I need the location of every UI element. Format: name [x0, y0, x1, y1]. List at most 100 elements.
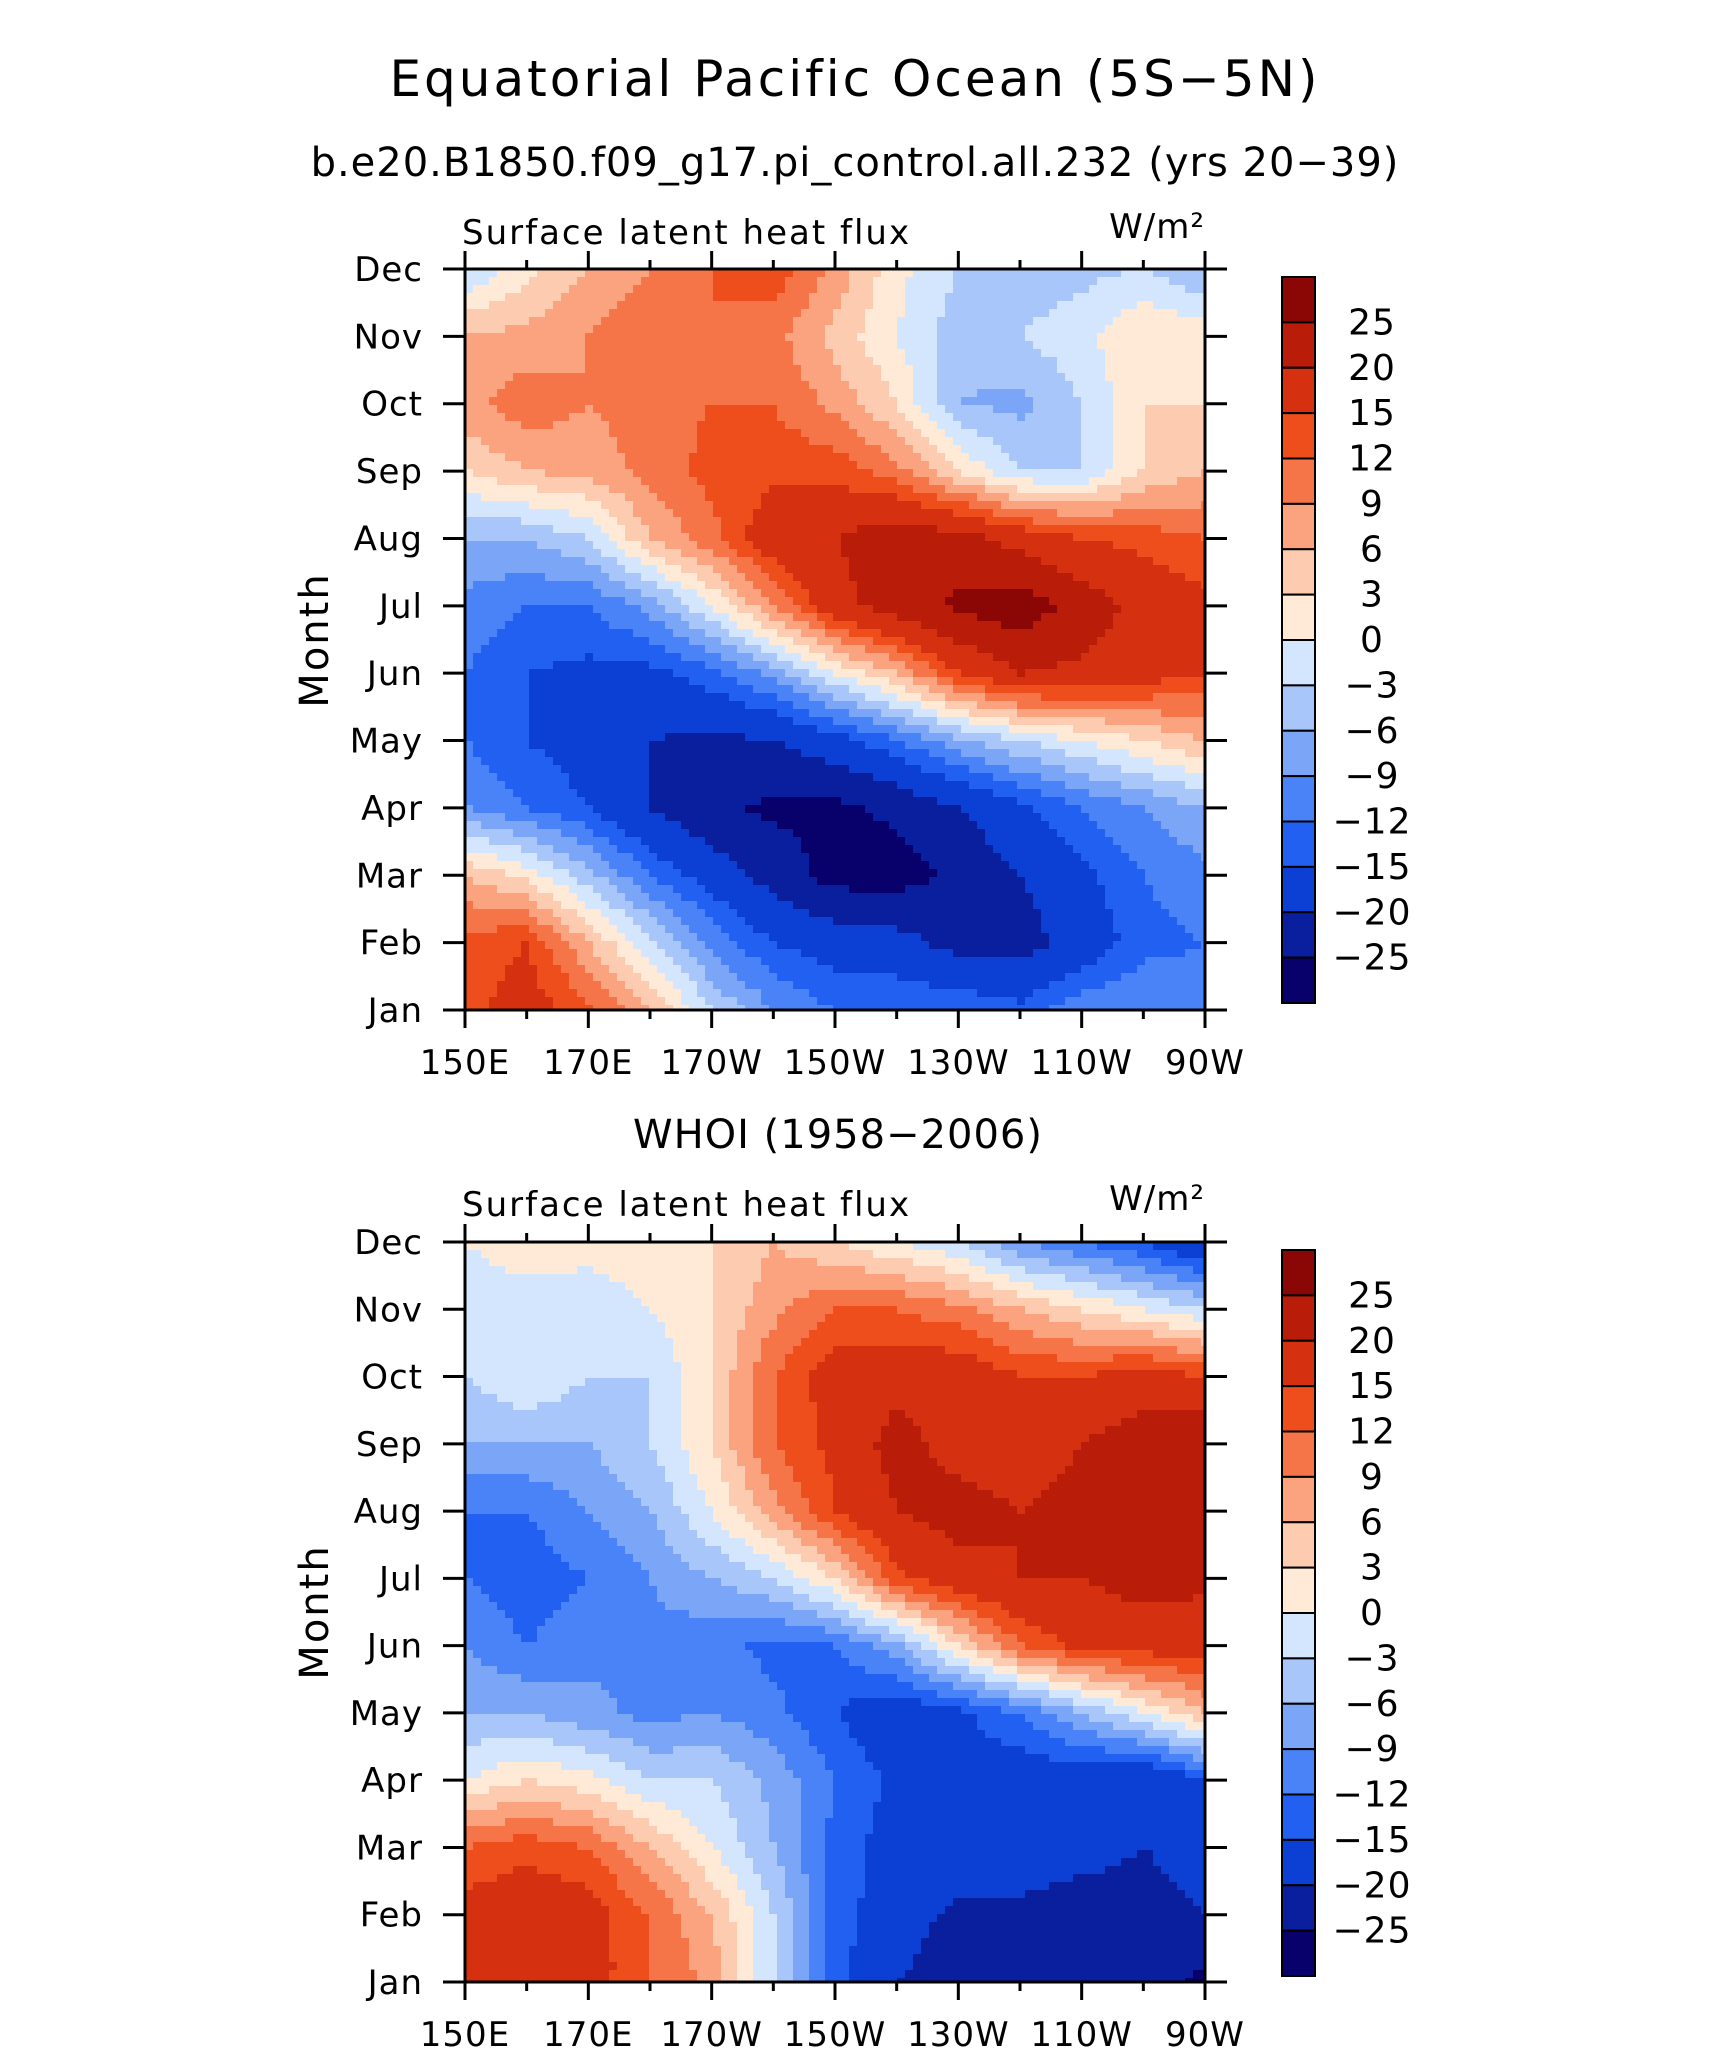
heatmap-cell [841, 309, 850, 318]
heatmap-cell [1009, 661, 1018, 670]
heatmap-cell [601, 565, 610, 574]
heatmap-cell [1033, 629, 1042, 638]
heatmap-cell [665, 429, 674, 438]
heatmap-cell [1049, 405, 1058, 414]
heatmap-cell [665, 437, 674, 446]
heatmap-cell [561, 677, 570, 686]
heatmap-cell [785, 621, 794, 630]
heatmap-cell [569, 621, 578, 630]
heatmap-cell [881, 693, 890, 702]
heatmap-cell [1073, 301, 1082, 310]
heatmap-cell [945, 533, 954, 542]
heatmap-cell [817, 525, 826, 534]
heatmap-cell [1185, 533, 1194, 542]
heatmap-cell [833, 565, 842, 574]
heatmap-cell [649, 277, 658, 286]
heatmap-cell [913, 605, 922, 614]
heatmap-cell [729, 565, 738, 574]
heatmap-cell [1065, 461, 1074, 470]
heatmap-cell [929, 509, 938, 518]
heatmap-cell [985, 525, 994, 534]
heatmap-cell [705, 397, 714, 406]
heatmap-cell [801, 613, 810, 622]
heatmap-cell [969, 389, 978, 398]
heatmap-cell [1201, 533, 1205, 542]
heatmap-cell [1041, 469, 1050, 478]
heatmap-cell [545, 661, 554, 670]
heatmap-cell [985, 429, 994, 438]
heatmap-cell [505, 301, 514, 310]
heatmap-cell [1089, 341, 1098, 350]
heatmap-cell [785, 301, 794, 310]
heatmap-cell [537, 589, 546, 598]
heatmap-cell [801, 493, 810, 502]
heatmap-cell [1121, 421, 1130, 430]
heatmap-cell [593, 653, 602, 662]
heatmap-cell [993, 629, 1002, 638]
heatmap-cell [825, 429, 834, 438]
heatmap-cell [657, 285, 666, 294]
heatmap-cell [721, 269, 730, 278]
heatmap-cell [737, 533, 746, 542]
heatmap-cell [1201, 325, 1205, 334]
heatmap-cell [601, 357, 610, 366]
heatmap-cell [681, 557, 690, 566]
heatmap-cell [729, 277, 738, 286]
heatmap-cell [737, 277, 746, 286]
heatmap-cell [873, 565, 882, 574]
heatmap-cell [1161, 413, 1170, 422]
heatmap-cell [1161, 549, 1170, 558]
heatmap-cell [497, 381, 506, 390]
heatmap-cell [993, 373, 1002, 382]
heatmap-cell [641, 621, 650, 630]
heatmap-cell [945, 333, 954, 342]
heatmap-cell [801, 453, 810, 462]
heatmap-cell [1057, 277, 1066, 286]
heatmap-cell [1089, 525, 1098, 534]
heatmap-cell [617, 461, 626, 470]
heatmap-cell [1113, 277, 1122, 286]
heatmap-cell [897, 573, 906, 582]
heatmap-cell [849, 429, 858, 438]
heatmap-cell [649, 365, 658, 374]
heatmap-cell [1193, 685, 1202, 694]
heatmap-cell [753, 333, 762, 342]
heatmap-cell [1065, 637, 1074, 646]
heatmap-cell [537, 317, 546, 326]
heatmap-cell [985, 461, 994, 470]
heatmap-cell [649, 477, 658, 486]
heatmap-cell [569, 413, 578, 422]
heatmap-cell [561, 413, 570, 422]
heatmap-cell [1057, 405, 1066, 414]
heatmap-cell [1025, 501, 1034, 510]
heatmap-cell [721, 293, 730, 302]
heatmap-cell [609, 293, 618, 302]
heatmap-cell [793, 533, 802, 542]
heatmap-cell [1193, 293, 1202, 302]
heatmap-cell [529, 605, 538, 614]
heatmap-cell [1049, 565, 1058, 574]
heatmap-cell [1049, 445, 1058, 454]
heatmap-cell [505, 565, 514, 574]
heatmap-cell [1041, 437, 1050, 446]
heatmap-cell [529, 525, 538, 534]
heatmap-cell [545, 557, 554, 566]
heatmap-cell [681, 517, 690, 526]
heatmap-cell [505, 357, 514, 366]
heatmap-cell [1097, 605, 1106, 614]
heatmap-cell [1073, 461, 1082, 470]
heatmap-cell [513, 653, 522, 662]
heatmap-cell [825, 317, 834, 326]
heatmap-cell [881, 533, 890, 542]
heatmap-cell [1201, 421, 1205, 430]
heatmap-cell [865, 469, 874, 478]
heatmap-cell [633, 629, 642, 638]
heatmap-cell [473, 493, 482, 502]
heatmap-cell [481, 373, 490, 382]
heatmap-cell [721, 309, 730, 318]
heatmap-cell [609, 325, 618, 334]
heatmap-cell [705, 421, 714, 430]
heatmap-cell [521, 581, 530, 590]
heatmap-cell [529, 293, 538, 302]
heatmap-cell [969, 333, 978, 342]
